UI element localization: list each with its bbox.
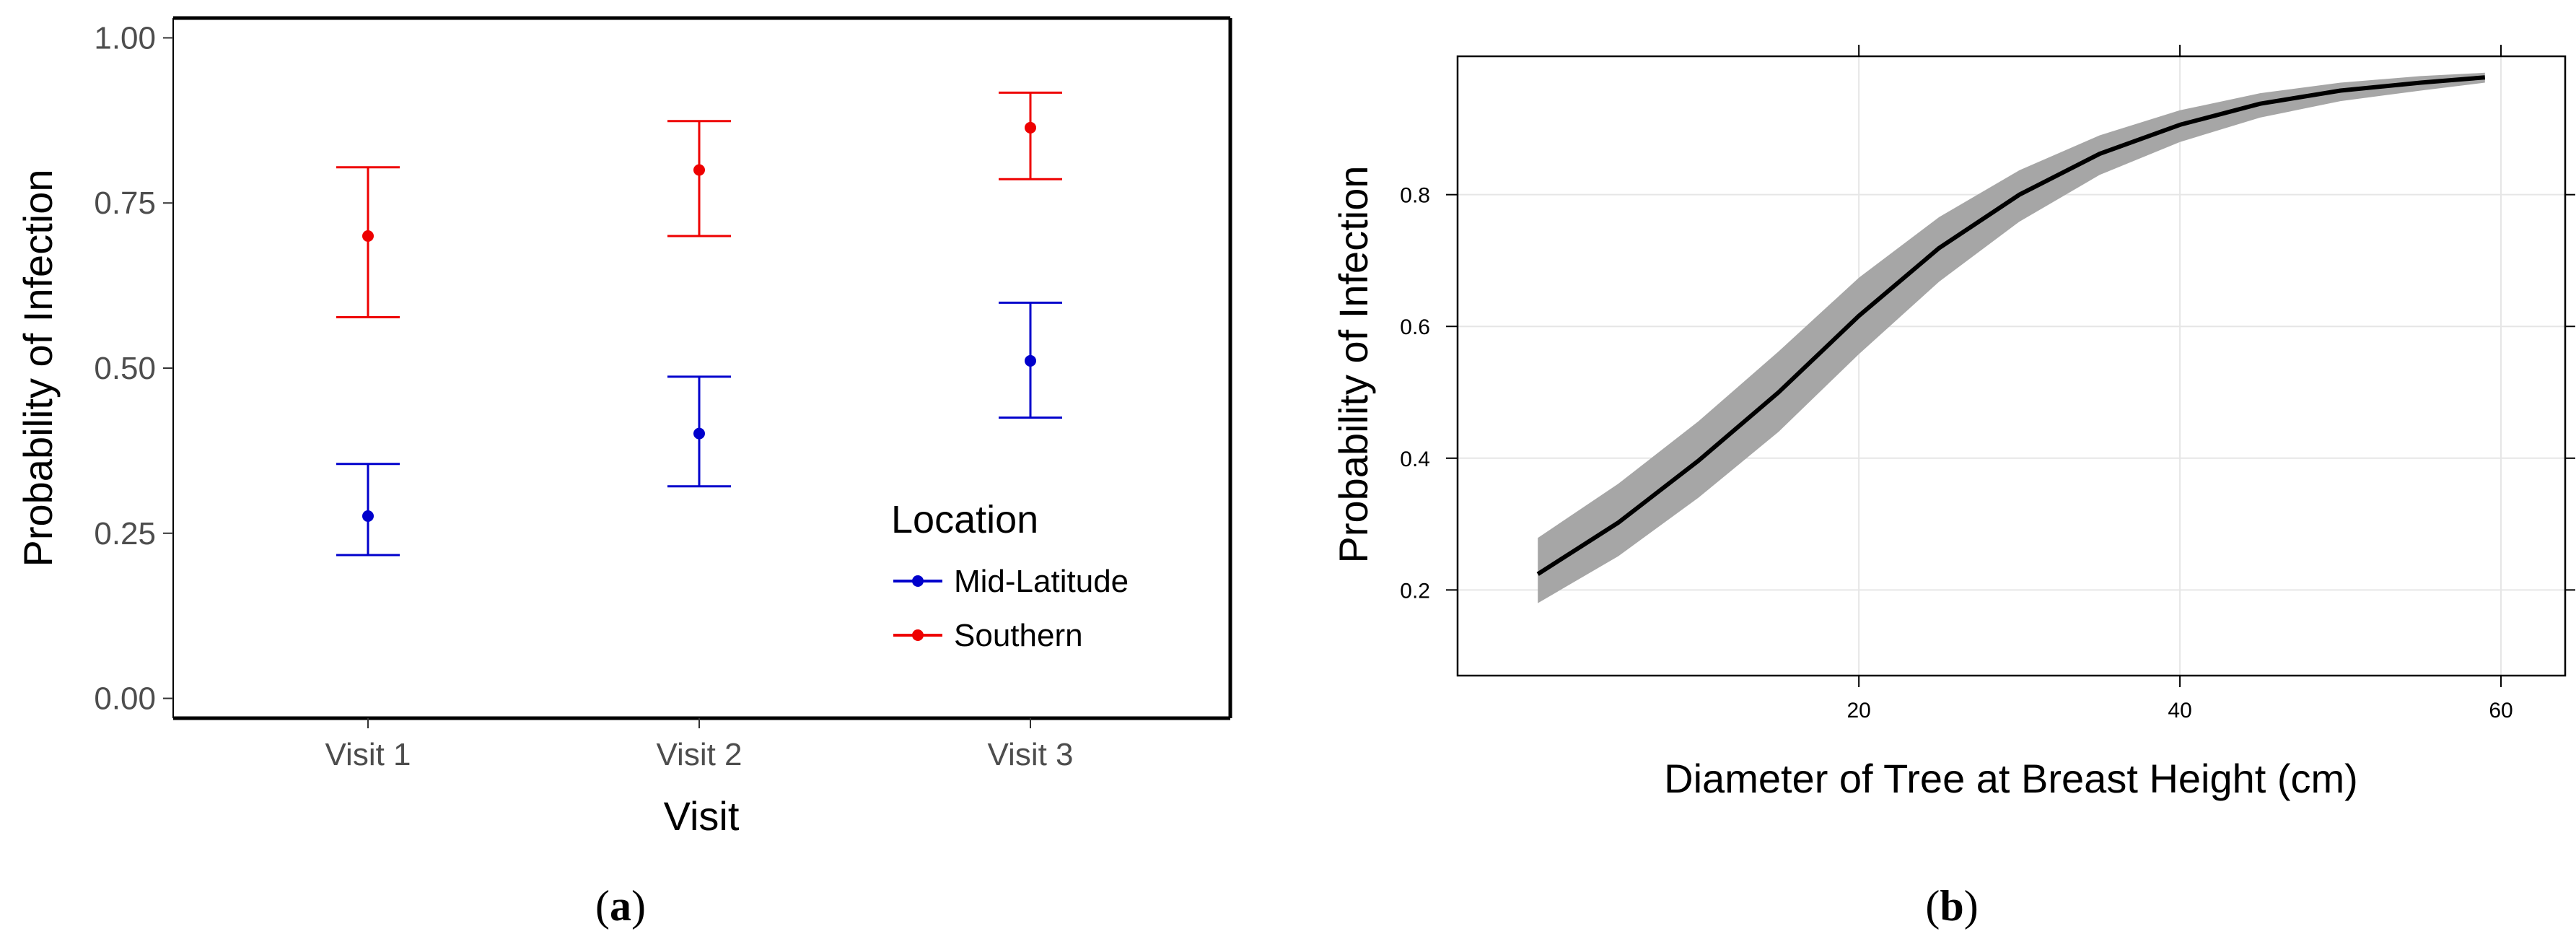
y-tick-label: 0.75 xyxy=(94,186,156,221)
panel-b-y-axis-title: Probability of Infection xyxy=(1331,166,1376,564)
panel-b-caption: (b) xyxy=(1925,882,1978,930)
x-tick-label: 40 xyxy=(2168,699,2191,723)
y-tick-label: 0.6 xyxy=(1400,315,1430,339)
panel-b-gridlines xyxy=(1458,56,2565,676)
panel-b-plot-frame xyxy=(1456,55,2567,677)
y-tick-label: 0.00 xyxy=(94,681,156,717)
panel-a-caption: (a) xyxy=(595,882,646,930)
x-tick-label: Visit 1 xyxy=(325,737,411,772)
y-tick-label: 0.50 xyxy=(94,351,156,386)
confidence-band-area xyxy=(1538,72,2485,603)
panel-b: 20 40 60 0.2 0.4 0.6 0.8 Diameter of Tree at B… xyxy=(1331,45,2575,930)
panel-a-x-axis-title: Visit xyxy=(664,793,740,839)
panel-b-ticks: 20 40 60 0.2 0.4 0.6 0.8 xyxy=(1400,45,2575,723)
x-tick-label: Visit 3 xyxy=(987,737,1073,772)
y-tick-label: 0.4 xyxy=(1400,448,1430,471)
panel-a-x-ticks: Visit 1 Visit 2 Visit 3 xyxy=(325,718,1074,772)
point-mid-latitude xyxy=(362,510,374,522)
x-tick-label: 60 xyxy=(2489,699,2513,723)
panel-b-x-axis-title: Diameter of Tree at Breast Height (cm) xyxy=(1664,756,2358,801)
legend: Location Mid-Latitude Southern xyxy=(891,498,1129,653)
panel-a-y-axis-title: Probability of Infection xyxy=(15,170,61,567)
y-tick-label: 0.8 xyxy=(1400,184,1430,208)
panel-a: 0.000.250.500.751.00 Visit 1 Visit 2 Visit… xyxy=(15,16,1232,930)
point-southern xyxy=(693,164,705,176)
point-mid-latitude xyxy=(693,427,705,440)
y-tick-label: 0.25 xyxy=(94,516,156,551)
y-tick-label: 0.2 xyxy=(1400,579,1430,603)
panel-b-confidence-band xyxy=(1538,72,2485,603)
legend-marker-southern xyxy=(912,629,924,641)
x-tick-label: Visit 2 xyxy=(656,737,742,772)
panel-a-plot-border xyxy=(173,18,1230,718)
point-southern xyxy=(362,230,374,242)
legend-marker-mid-latitude xyxy=(912,575,924,587)
fitted-line xyxy=(1536,75,2486,576)
legend-label-southern: Southern xyxy=(954,618,1083,653)
panel-a-marks xyxy=(336,91,1062,557)
y-tick-label: 1.00 xyxy=(94,20,156,56)
panel-a-y-ticks: 0.00 0.25 0.50 0.75 1.00 xyxy=(94,20,173,717)
x-tick-label: 20 xyxy=(1846,699,1870,723)
legend-label-mid-latitude: Mid-Latitude xyxy=(954,564,1129,599)
point-mid-latitude xyxy=(1025,354,1036,367)
legend-title: Location xyxy=(891,498,1038,541)
point-southern xyxy=(1025,121,1036,134)
panel-b-line xyxy=(1536,75,2486,576)
